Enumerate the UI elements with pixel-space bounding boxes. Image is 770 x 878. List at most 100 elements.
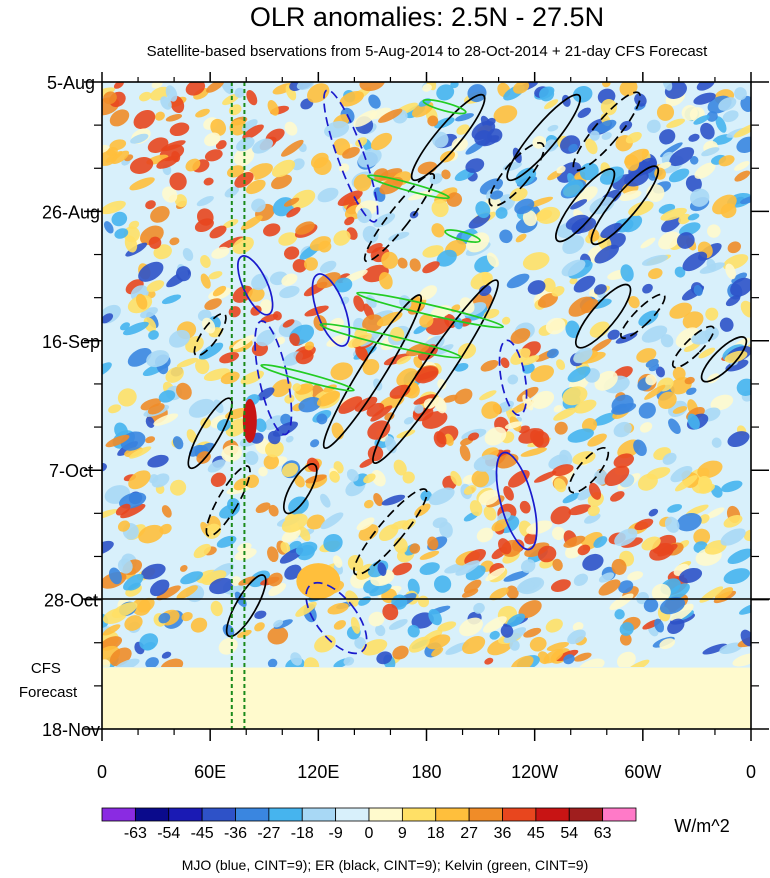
anomaly-cell — [204, 132, 221, 147]
anomaly-cell — [342, 146, 360, 159]
colorbar-swatch — [301, 807, 337, 822]
anomaly-cell — [544, 99, 559, 110]
anomaly-cell — [598, 579, 621, 596]
anomaly-cell — [705, 307, 719, 321]
anomaly-cell — [600, 99, 617, 116]
anomaly-cell — [725, 359, 749, 372]
anomaly-cell — [572, 622, 584, 632]
anomaly-cell — [129, 446, 152, 459]
anomaly-cell — [687, 213, 700, 221]
anomaly-cell — [219, 503, 240, 519]
anomaly-cell — [455, 560, 480, 576]
anomaly-cell — [563, 654, 575, 665]
anomaly-cell — [267, 626, 289, 645]
anomaly-cell — [491, 519, 509, 532]
anomaly-cell — [483, 616, 507, 633]
anomaly-cell — [413, 394, 436, 405]
anomaly-cell — [129, 177, 155, 191]
anomaly-cell — [224, 186, 239, 198]
anomaly-cell — [304, 341, 315, 351]
anomaly-cell — [509, 187, 528, 202]
anomaly-cell — [373, 168, 389, 182]
anomaly-cell — [464, 548, 486, 566]
anomaly-cell — [666, 118, 685, 129]
anomaly-cell — [185, 336, 204, 353]
anomaly-cell — [574, 186, 598, 204]
anomaly-cell — [285, 435, 294, 443]
anomaly-cell — [367, 445, 384, 462]
anomaly-cell — [456, 124, 470, 135]
x-axis: 0 60E 120E 180 120W 60W 0 — [97, 72, 756, 782]
wave-contours — [187, 89, 748, 655]
colorbar-swatch — [568, 807, 604, 822]
anomaly-cell — [432, 517, 448, 529]
anomaly-cell — [298, 526, 311, 542]
anomaly-cell — [236, 137, 255, 152]
anomaly-cell — [684, 376, 695, 385]
colorbar-swatch — [468, 807, 503, 822]
anomaly-cell — [520, 559, 536, 573]
anomaly-cell — [207, 459, 226, 473]
anomaly-cell — [254, 610, 267, 619]
anomaly-cell — [389, 384, 411, 399]
anomaly-cell — [409, 258, 421, 272]
anomaly-cell — [296, 82, 314, 90]
anomaly-cell — [683, 342, 701, 352]
anomaly-cell — [637, 473, 658, 491]
anomaly-cell — [137, 597, 155, 613]
anomaly-cell — [706, 507, 725, 519]
anomaly-cell — [509, 639, 520, 651]
anomaly-cell — [375, 624, 386, 637]
anomaly-cell — [123, 573, 144, 591]
anomaly-cell — [221, 82, 234, 95]
anomaly-cell — [140, 307, 158, 319]
anomaly-cell — [215, 140, 227, 150]
anomaly-cell — [165, 85, 178, 102]
anomaly-cell — [721, 480, 743, 493]
anomaly-cell — [146, 350, 170, 368]
anomaly-cell — [371, 469, 386, 487]
anomaly-cell — [636, 348, 657, 363]
anomaly-cell — [601, 132, 612, 140]
anomaly-cell — [465, 158, 485, 173]
anomaly-cell — [642, 283, 653, 294]
forecast-blank-region — [102, 667, 751, 729]
anomaly-cell — [523, 627, 542, 638]
anomaly-cell — [161, 294, 182, 305]
anomaly-cell — [346, 468, 359, 482]
anomaly-cell — [369, 583, 392, 597]
anomaly-cell — [388, 231, 410, 241]
anomaly-cell — [172, 436, 184, 450]
anomaly-cell — [426, 634, 451, 650]
anomaly-cell — [550, 579, 571, 592]
anomaly-cell — [195, 358, 210, 375]
er-contour — [568, 446, 610, 494]
anomaly-cell — [463, 485, 477, 495]
anomaly-cell — [462, 635, 486, 655]
anomaly-cell — [370, 132, 393, 151]
anomaly-cell — [459, 444, 471, 462]
anomaly-cell — [500, 624, 514, 638]
anomaly-cell — [240, 215, 263, 231]
anomaly-cell — [333, 555, 343, 568]
anomaly-cell — [475, 201, 491, 219]
anomaly-cell — [734, 161, 750, 171]
anomaly-cell — [209, 225, 227, 239]
anomaly-cell — [656, 103, 675, 121]
anomaly-cell — [411, 612, 434, 629]
anomaly-cell — [388, 619, 408, 630]
anomaly-cell — [320, 493, 331, 508]
anomaly-cell — [657, 543, 678, 557]
anomaly-cell — [562, 180, 584, 198]
anomaly-cell — [402, 471, 415, 484]
anomaly-cell — [198, 342, 224, 360]
chart-title: OLR anomalies: 2.5N - 27.5N — [250, 2, 604, 32]
anomaly-cell — [529, 636, 547, 652]
anomaly-cell — [563, 535, 586, 548]
anomaly-cell — [156, 155, 179, 169]
anomaly-cell — [181, 612, 193, 622]
er-contour — [572, 91, 642, 172]
anomaly-cell — [719, 317, 734, 332]
anomaly-cell — [133, 109, 156, 130]
anomaly-cell — [211, 246, 230, 259]
